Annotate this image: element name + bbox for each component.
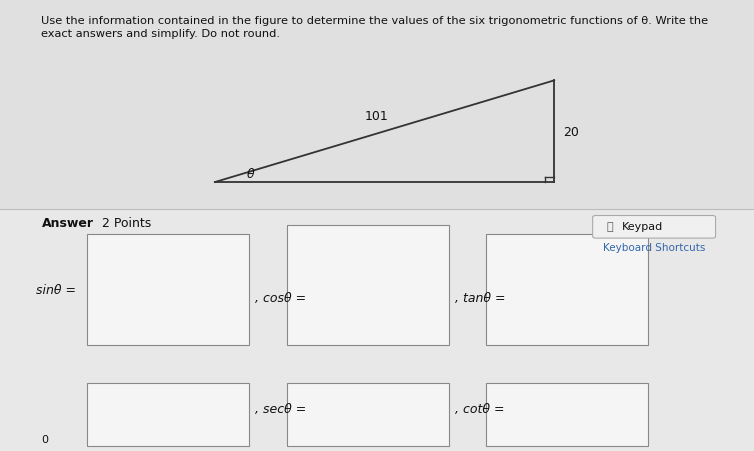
Bar xyxy=(0,0,754,210)
Bar xyxy=(486,383,648,446)
Text: 101: 101 xyxy=(365,110,389,123)
Text: 2 Points: 2 Points xyxy=(102,217,151,230)
Bar xyxy=(287,226,449,345)
Text: Keyboard Shortcuts: Keyboard Shortcuts xyxy=(603,242,706,252)
Text: ⌸: ⌸ xyxy=(607,222,614,232)
Text: Use the information contained in the figure to determine the values of the six t: Use the information contained in the fig… xyxy=(41,16,709,26)
Text: sinθ =: sinθ = xyxy=(36,283,76,296)
Text: exact answers and simplify. Do not round.: exact answers and simplify. Do not round… xyxy=(41,29,280,39)
Text: , tanθ =: , tanθ = xyxy=(455,291,506,304)
Text: , cosθ =: , cosθ = xyxy=(255,291,306,304)
Text: θ: θ xyxy=(247,167,254,180)
Text: , secθ =: , secθ = xyxy=(255,402,306,414)
Text: , cotθ =: , cotθ = xyxy=(455,402,505,414)
FancyBboxPatch shape xyxy=(593,216,716,239)
Bar xyxy=(87,235,249,345)
Bar xyxy=(486,235,648,345)
Text: 20: 20 xyxy=(563,125,579,138)
Bar xyxy=(0,210,754,451)
Bar xyxy=(87,383,249,446)
Text: Answer: Answer xyxy=(41,217,93,230)
Text: 0: 0 xyxy=(41,434,48,444)
Bar xyxy=(287,383,449,446)
Text: Keypad: Keypad xyxy=(622,222,664,232)
